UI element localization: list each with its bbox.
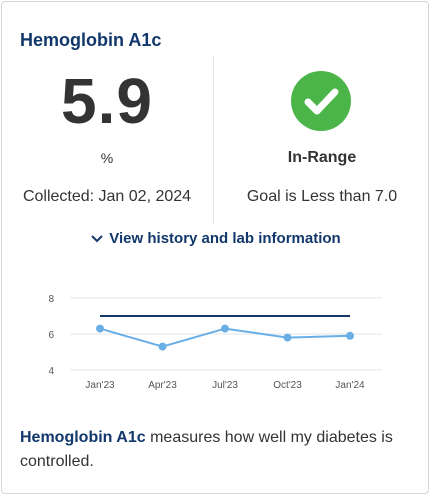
chevron-down-icon bbox=[91, 231, 103, 248]
y-tick-label: 4 bbox=[48, 366, 54, 377]
y-tick-label: 6 bbox=[48, 330, 54, 341]
x-tick-label: Jul'23 bbox=[212, 380, 238, 391]
x-tick-label: Oct'23 bbox=[273, 380, 302, 391]
data-point bbox=[283, 333, 292, 342]
goal-text: Goal is Less than 7.0 bbox=[246, 188, 398, 205]
data-point bbox=[158, 342, 167, 351]
description-text: measures how well my diabetes is control… bbox=[20, 429, 393, 470]
view-history-link[interactable]: View history and lab information bbox=[2, 230, 430, 248]
view-history-label: View history and lab information bbox=[109, 230, 341, 247]
x-tick-label: Jan'23 bbox=[85, 380, 115, 391]
data-point bbox=[221, 324, 229, 333]
data-point bbox=[96, 324, 104, 333]
divider bbox=[213, 56, 214, 224]
hemoglobin-card: Hemoglobin A1c 5.9 % Collected: Jan 02, … bbox=[1, 1, 429, 494]
y-tick-label: 8 bbox=[48, 294, 54, 305]
description: Hemoglobin A1c measures how well my diab… bbox=[20, 426, 410, 474]
collected-date: Collected: Jan 02, 2024 bbox=[22, 188, 192, 205]
card-title: Hemoglobin A1c bbox=[20, 30, 162, 50]
x-tick-label: Apr'23 bbox=[148, 380, 177, 391]
x-tick-label: Jan'24 bbox=[335, 380, 365, 391]
description-term: Hemoglobin A1c bbox=[20, 429, 146, 446]
a1c-value: 5.9 bbox=[61, 65, 153, 137]
a1c-unit: % bbox=[100, 150, 114, 166]
status-label: In-Range bbox=[287, 149, 357, 166]
check-circle-icon bbox=[291, 71, 351, 131]
a1c-trend-chart: 4 6 8 Jan'23 Apr'23 Jul'23 Oct'23 Jan'24 bbox=[48, 294, 382, 391]
data-point bbox=[346, 331, 354, 340]
